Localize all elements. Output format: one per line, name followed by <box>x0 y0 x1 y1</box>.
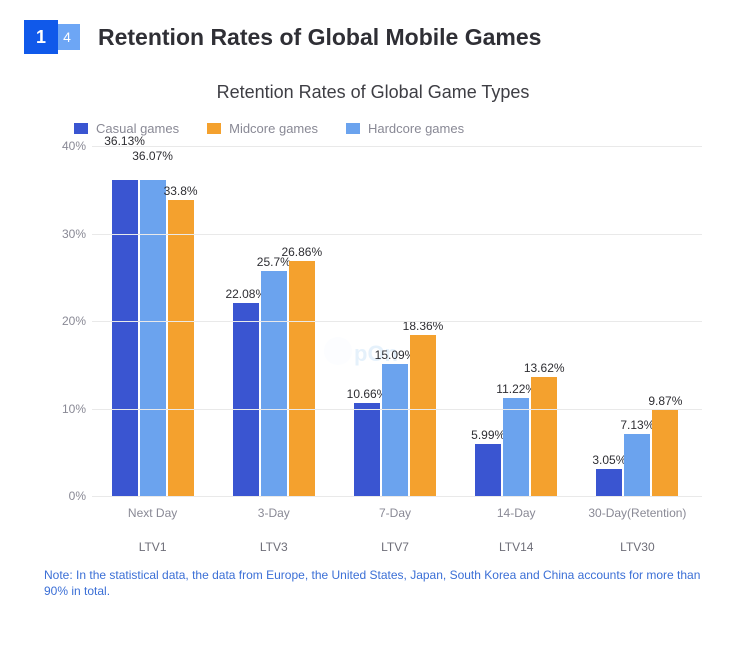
bar: 3.05% <box>596 469 622 496</box>
bar-value-label: 13.62% <box>524 361 565 375</box>
bar: 25.7% <box>261 271 287 496</box>
bar-value-label: 11.22% <box>496 382 536 396</box>
x-category-label: 14-Day <box>497 506 536 520</box>
section-badge: 4 1 <box>24 20 80 54</box>
y-axis: 0%10%20%30%40% <box>44 146 92 496</box>
chart-note: Note: In the statistical data, the data … <box>24 568 722 599</box>
x-axis-secondary: LTV1 LTV3 LTV7 LTV14 LTV30 <box>44 534 702 554</box>
bar: 11.22% <box>503 398 529 496</box>
bar: 10.66% <box>354 403 380 496</box>
x-axis-primary: Next Day 3-Day 7-Day 14-Day 30-Day(Retention… <box>92 498 702 526</box>
bar-group: 10.66%15.09%18.36% <box>354 335 436 496</box>
legend-swatch <box>346 123 360 134</box>
bar: 22.08% <box>233 303 259 496</box>
bar-value-label: 9.87% <box>648 394 682 408</box>
legend-item: Hardcore games <box>346 121 464 136</box>
bar: 33.8% <box>168 200 194 496</box>
grid-line <box>92 146 702 147</box>
bar: 36.13% <box>112 180 138 496</box>
grid-line <box>92 409 702 410</box>
bar-value-label: 5.99% <box>471 428 505 442</box>
x-category-label: 3-Day <box>258 506 290 520</box>
x-category-label: Next Day <box>128 506 177 520</box>
chart-title: Retention Rates of Global Game Types <box>44 82 702 103</box>
bar-value-label: 36.07% <box>132 149 173 163</box>
bar: 18.36% <box>410 335 436 496</box>
page-header: 4 1 Retention Rates of Global Mobile Gam… <box>24 20 722 54</box>
chart-area: Retention Rates of Global Game Types Cas… <box>24 74 722 554</box>
bar-group: 5.99%11.22%13.62% <box>475 377 557 496</box>
y-tick-label: 10% <box>44 402 86 416</box>
legend-swatch <box>207 123 221 134</box>
x-category-label: 7-Day <box>379 506 411 520</box>
bar: 13.62% <box>531 377 557 496</box>
x-subcategory-label: LTV30 <box>620 540 654 554</box>
legend-label: Midcore games <box>229 121 318 136</box>
legend-item: Midcore games <box>207 121 318 136</box>
grid-line <box>92 234 702 235</box>
chart-plot: pOn 0%10%20%30%40% 36.13%36.07%33.8%22.0… <box>44 146 702 526</box>
grid-line <box>92 496 702 497</box>
bar: 26.86% <box>289 261 315 496</box>
y-tick-label: 40% <box>44 139 86 153</box>
y-tick-label: 30% <box>44 227 86 241</box>
bar-value-label: 3.05% <box>592 453 626 467</box>
page-title: Retention Rates of Global Mobile Games <box>98 24 541 51</box>
bar: 5.99% <box>475 444 501 496</box>
grid-line <box>92 321 702 322</box>
bar-group: 36.13%36.07%33.8% <box>112 180 194 496</box>
x-category-label: 30-Day(Retention) <box>588 506 686 520</box>
x-subcategory-label: LTV3 <box>260 540 288 554</box>
bar-group: 22.08%25.7%26.86% <box>233 261 315 496</box>
bar-value-label: 26.86% <box>281 245 322 259</box>
y-tick-label: 0% <box>44 489 86 503</box>
x-subcategory-label: LTV7 <box>381 540 409 554</box>
y-tick-label: 20% <box>44 314 86 328</box>
page-container: 4 1 Retention Rates of Global Mobile Gam… <box>0 0 750 663</box>
badge-major: 1 <box>24 20 58 54</box>
legend-label: Hardcore games <box>368 121 464 136</box>
x-subcategory-label: LTV1 <box>139 540 167 554</box>
bar: 9.87% <box>652 410 678 496</box>
legend-swatch <box>74 123 88 134</box>
bar-group: 3.05%7.13%9.87% <box>596 410 678 496</box>
bar: 7.13% <box>624 434 650 496</box>
bar: 15.09% <box>382 364 408 496</box>
bar-value-label: 33.8% <box>164 184 198 198</box>
x-subcategory-label: LTV14 <box>499 540 533 554</box>
bar: 36.07% <box>140 180 166 496</box>
bar-value-label: 7.13% <box>620 418 654 432</box>
